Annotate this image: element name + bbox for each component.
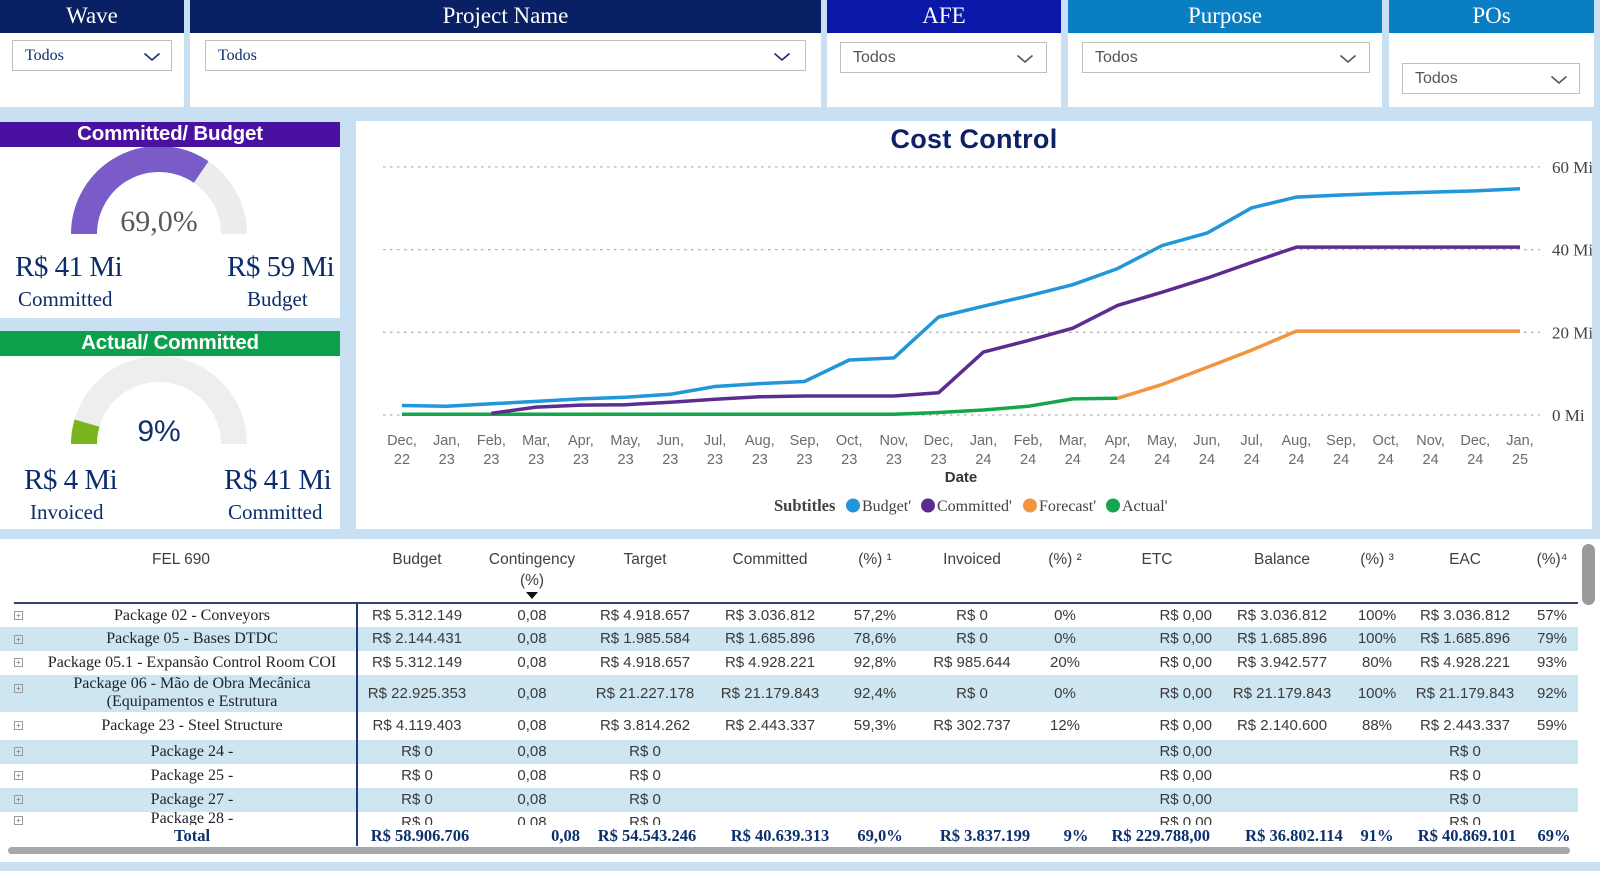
svg-text:0 Mi: 0 Mi	[1552, 406, 1585, 425]
svg-text:Apr,: Apr,	[568, 433, 594, 449]
svg-text:Nov,: Nov,	[880, 433, 909, 449]
svg-text:Actual': Actual'	[1122, 498, 1168, 515]
svg-text:Jun,: Jun,	[1193, 433, 1220, 449]
svg-text:23: 23	[796, 452, 812, 468]
svg-text:24: 24	[1020, 452, 1036, 468]
svg-text:23: 23	[573, 452, 589, 468]
svg-text:20 Mi: 20 Mi	[1552, 323, 1592, 342]
svg-text:23: 23	[886, 452, 902, 468]
svg-text:Budget': Budget'	[862, 498, 911, 515]
svg-text:Jul,: Jul,	[1240, 433, 1263, 449]
svg-text:Jan,: Jan,	[433, 433, 460, 449]
svg-text:Oct,: Oct,	[1373, 433, 1400, 449]
svg-text:Subtitles: Subtitles	[774, 496, 836, 515]
svg-text:24: 24	[1423, 452, 1439, 468]
svg-text:Oct,: Oct,	[836, 433, 863, 449]
svg-text:Date: Date	[945, 469, 978, 486]
svg-text:Apr,: Apr,	[1105, 433, 1131, 449]
svg-text:Jul,: Jul,	[704, 433, 727, 449]
svg-text:24: 24	[1109, 452, 1125, 468]
svg-text:Jan,: Jan,	[970, 433, 997, 449]
svg-text:23: 23	[841, 452, 857, 468]
svg-text:Nov,: Nov,	[1416, 433, 1445, 449]
svg-text:24: 24	[1467, 452, 1483, 468]
svg-text:22: 22	[394, 452, 410, 468]
svg-text:23: 23	[528, 452, 544, 468]
svg-text:Mar,: Mar,	[1059, 433, 1087, 449]
svg-text:May,: May,	[610, 433, 640, 449]
svg-text:24: 24	[1199, 452, 1215, 468]
svg-text:Aug,: Aug,	[745, 433, 775, 449]
svg-text:24: 24	[1333, 452, 1349, 468]
svg-text:Feb,: Feb,	[1014, 433, 1043, 449]
svg-text:23: 23	[483, 452, 499, 468]
svg-text:24: 24	[975, 452, 991, 468]
svg-text:24: 24	[1065, 452, 1081, 468]
svg-text:May,: May,	[1147, 433, 1177, 449]
svg-text:Mar,: Mar,	[522, 433, 550, 449]
svg-text:Sep,: Sep,	[1326, 433, 1356, 449]
svg-text:23: 23	[439, 452, 455, 468]
svg-text:24: 24	[1378, 452, 1394, 468]
svg-text:Committed': Committed'	[937, 498, 1012, 515]
svg-text:24: 24	[1288, 452, 1304, 468]
svg-text:23: 23	[931, 452, 947, 468]
svg-text:24: 24	[1244, 452, 1260, 468]
svg-text:Feb,: Feb,	[477, 433, 506, 449]
svg-text:Forecast': Forecast'	[1039, 498, 1096, 515]
svg-text:23: 23	[707, 452, 723, 468]
svg-text:Dec,: Dec,	[387, 433, 417, 449]
svg-text:40 Mi: 40 Mi	[1552, 241, 1592, 260]
svg-text:Jun,: Jun,	[657, 433, 684, 449]
svg-text:Jan,: Jan,	[1506, 433, 1533, 449]
svg-text:Dec,: Dec,	[1460, 433, 1490, 449]
svg-text:23: 23	[752, 452, 768, 468]
svg-text:Aug,: Aug,	[1281, 433, 1311, 449]
svg-text:24: 24	[1154, 452, 1170, 468]
svg-text:23: 23	[618, 452, 634, 468]
svg-text:23: 23	[662, 452, 678, 468]
svg-text:Dec,: Dec,	[924, 433, 954, 449]
svg-text:60 Mi: 60 Mi	[1552, 158, 1592, 177]
svg-text:25: 25	[1512, 452, 1528, 468]
svg-text:Sep,: Sep,	[790, 433, 820, 449]
